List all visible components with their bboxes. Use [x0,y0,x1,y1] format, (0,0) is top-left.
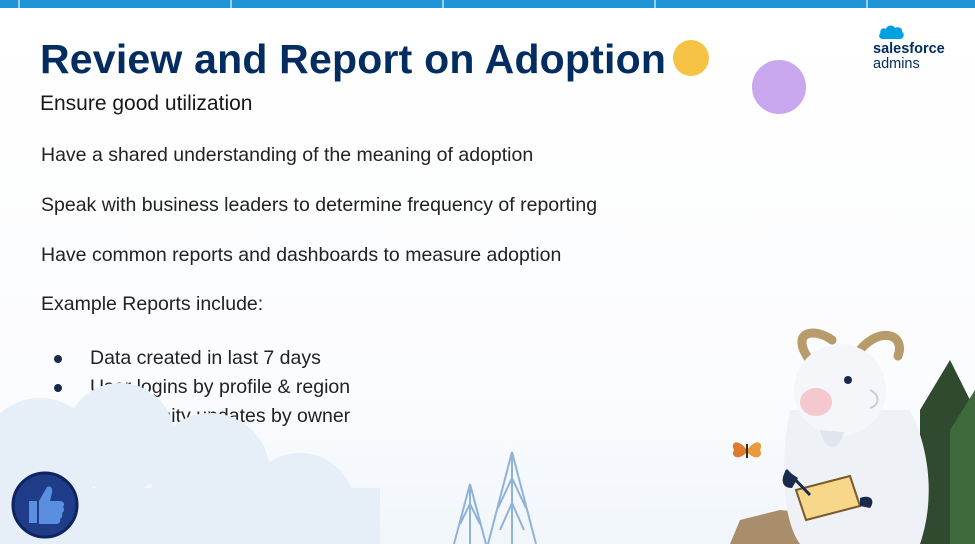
slide: Review and Report on Adoption salesforce… [0,8,975,544]
logo-tagline: admins [873,56,920,72]
list-item-label: User logins by profile & region [90,376,351,398]
salesforce-admins-logo: salesforce admins [873,22,957,71]
logo-brand: salesforce [873,41,945,57]
point-shared-understanding: Have a shared understanding of the meani… [41,144,534,166]
slide-title: Review and Report on Adoption [40,36,667,82]
bullet-icon [54,384,62,392]
point-example-reports-heading: Example Reports include: [41,293,264,315]
thumbs-up-icon[interactable] [11,471,79,539]
point-reporting-frequency: Speak with business leaders to determine… [41,194,598,216]
point-common-reports: Have common reports and dashboards to me… [41,244,562,266]
pine-tree-icon [453,451,537,544]
slide-subtitle: Ensure good utilization [40,92,253,115]
goat-mascot [730,328,975,544]
top-strip-decoration [18,0,868,8]
list-item-label: Data created in last 7 days [90,347,321,369]
salesforce-cloud-icon [879,25,904,39]
bullet-icon [54,355,62,363]
planet-decoration [752,60,806,114]
butterfly-icon [732,442,762,458]
top-accent-strip [0,0,975,8]
sun-decoration [673,40,709,76]
